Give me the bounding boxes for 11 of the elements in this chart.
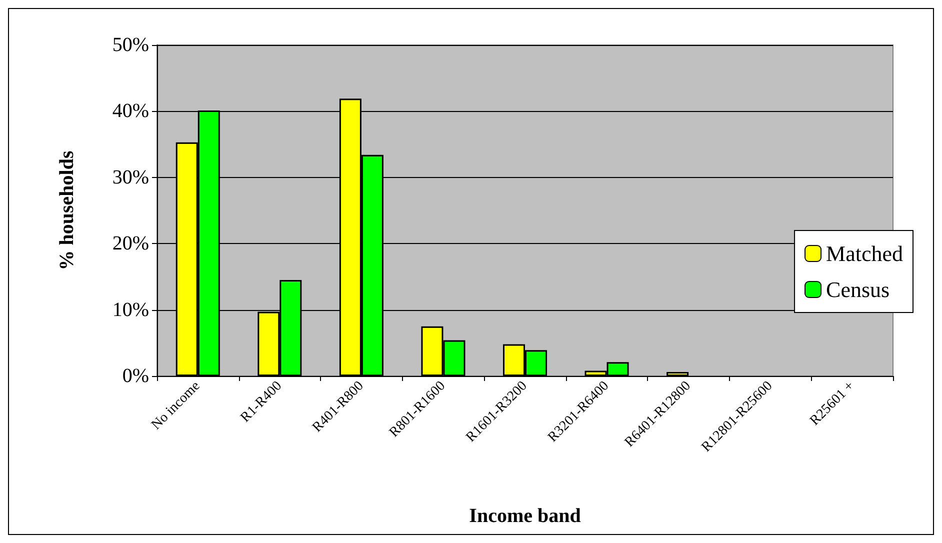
y-tick-label: 20% — [112, 232, 149, 255]
y-tick-label: 30% — [112, 166, 149, 188]
legend-label: Matched — [826, 241, 903, 266]
y-tick-label: 10% — [112, 298, 149, 321]
y-axis-title: % households — [56, 150, 78, 270]
x-axis-title: Income band — [469, 505, 581, 527]
y-tick-label: 50% — [112, 34, 149, 56]
y-tick-label: 0% — [122, 365, 149, 387]
bar — [666, 372, 689, 376]
legend-label: Census — [826, 277, 890, 302]
y-tick-label: 40% — [112, 100, 149, 122]
